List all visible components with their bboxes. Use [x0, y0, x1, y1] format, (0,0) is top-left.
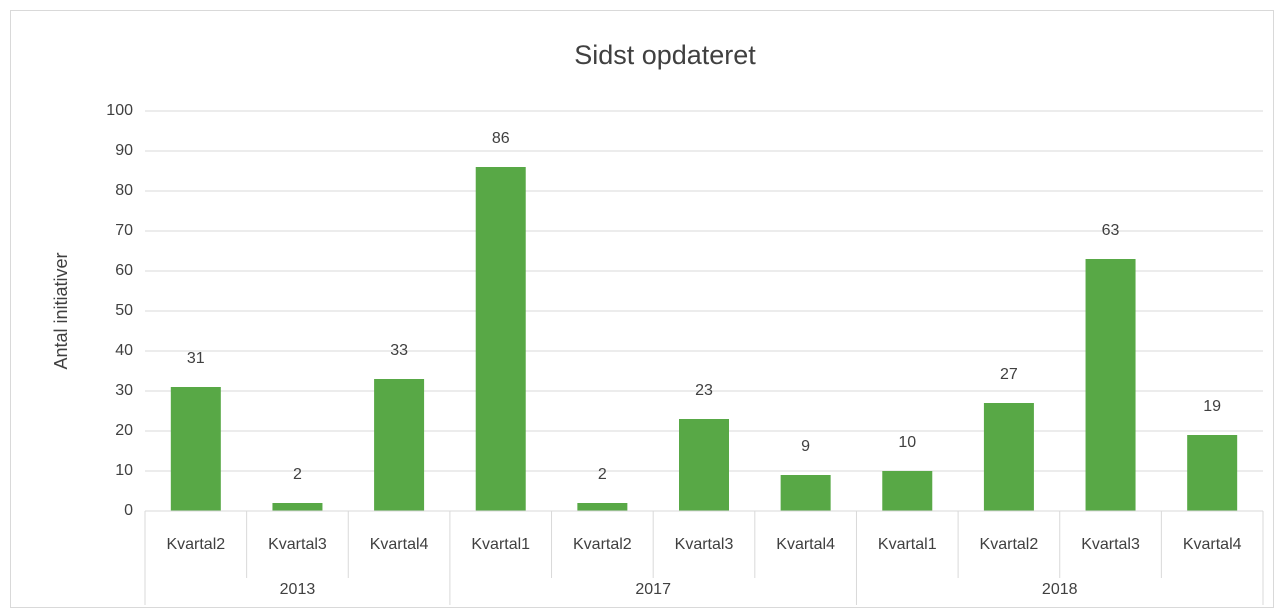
- data-label: 31: [187, 350, 205, 367]
- bar: [679, 419, 729, 511]
- bar: [475, 167, 526, 511]
- bar: [170, 387, 221, 511]
- group-label: 2017: [635, 581, 671, 598]
- y-tick-label: 40: [115, 342, 133, 359]
- y-tick-label: 90: [115, 142, 133, 159]
- bar: [1187, 435, 1238, 511]
- data-label: 9: [801, 438, 810, 455]
- y-tick-label: 0: [124, 502, 133, 519]
- y-tick-label: 80: [115, 182, 133, 199]
- bar: [374, 379, 425, 511]
- x-tick-label: Kvartal4: [776, 536, 835, 553]
- data-label: 2: [293, 466, 302, 483]
- data-label: 2: [598, 466, 607, 483]
- data-label: 19: [1203, 398, 1221, 415]
- y-tick-label: 30: [115, 382, 133, 399]
- y-tick-label: 20: [115, 422, 133, 439]
- group-label: 2013: [280, 581, 316, 598]
- x-tick-label: Kvartal3: [675, 536, 734, 553]
- chart-border: [10, 10, 1274, 608]
- x-tick-label: Kvartal1: [471, 536, 530, 553]
- data-label: 63: [1102, 222, 1120, 239]
- x-tick-label: Kvartal2: [980, 536, 1039, 553]
- bar: [983, 403, 1034, 511]
- bar: [577, 503, 628, 511]
- y-tick-label: 10: [115, 462, 133, 479]
- data-label: 33: [390, 342, 408, 359]
- x-tick-label: Kvartal1: [878, 536, 937, 553]
- x-tick-label: Kvartal2: [166, 536, 225, 553]
- x-tick-label: Kvartal4: [1183, 536, 1242, 553]
- chart-title: Sidst opdateret: [574, 40, 756, 70]
- bar: [882, 471, 933, 511]
- y-tick-label: 60: [115, 262, 133, 279]
- bar: [1085, 259, 1136, 511]
- data-label: 86: [492, 130, 510, 147]
- y-tick-label: 100: [106, 102, 133, 119]
- x-tick-label: Kvartal3: [268, 536, 327, 553]
- bar: [272, 503, 323, 511]
- x-tick-label: Kvartal2: [573, 536, 632, 553]
- group-label: 2018: [1042, 581, 1078, 598]
- y-tick-label: 50: [115, 302, 133, 319]
- x-tick-label: Kvartal4: [370, 536, 429, 553]
- y-tick-label: 70: [115, 222, 133, 239]
- bar: [780, 475, 831, 511]
- data-label: 23: [695, 382, 713, 399]
- y-axis-label: Antal initiativer: [51, 252, 71, 369]
- x-tick-label: Kvartal3: [1081, 536, 1140, 553]
- data-label: 10: [898, 434, 916, 451]
- data-label: 27: [1000, 366, 1018, 383]
